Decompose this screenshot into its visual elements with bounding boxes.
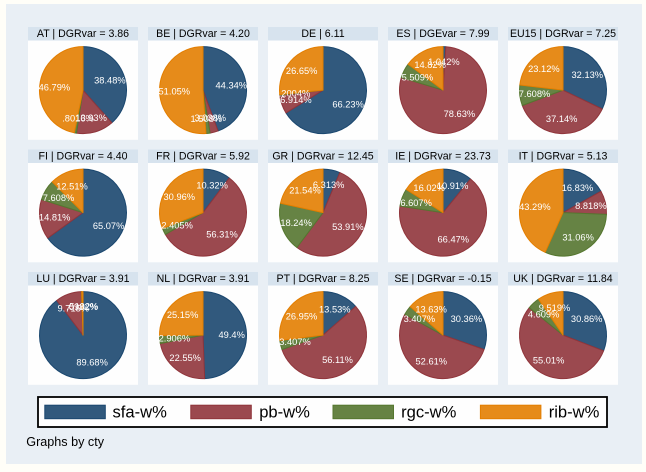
svg-text:30.96%: 30.96% <box>164 192 196 202</box>
svg-text:6.607%: 6.607% <box>400 198 432 208</box>
svg-text:IT | DGRvar = 5.13: IT | DGRvar = 5.13 <box>519 150 608 162</box>
svg-text:26.65%: 26.65% <box>286 66 318 76</box>
svg-text:13.63%: 13.63% <box>415 304 447 314</box>
svg-text:.2004%: .2004% <box>279 89 311 99</box>
svg-text:30.86%: 30.86% <box>571 314 603 324</box>
svg-text:IE | DGRvar = 23.73: IE | DGRvar = 23.73 <box>395 150 491 162</box>
svg-text:31.06%: 31.06% <box>562 232 594 242</box>
svg-text:37.14%: 37.14% <box>546 114 578 124</box>
svg-text:78.63%: 78.63% <box>444 109 476 119</box>
svg-text:8.818%: 8.818% <box>575 201 607 211</box>
svg-text:53.91%: 53.91% <box>332 222 364 232</box>
svg-text:56.31%: 56.31% <box>206 230 238 240</box>
svg-text:.5102%: .5102% <box>67 302 99 312</box>
svg-text:43.29%: 43.29% <box>519 202 551 212</box>
svg-text:3.038%: 3.038% <box>195 113 227 123</box>
svg-text:13.53%: 13.53% <box>319 304 351 314</box>
svg-text:16.02%: 16.02% <box>413 183 445 193</box>
svg-text:38.48%: 38.48% <box>94 75 126 85</box>
svg-text:56.11%: 56.11% <box>322 355 353 365</box>
svg-text:13.93%: 13.93% <box>75 113 107 123</box>
svg-text:FR | DGRvar = 5.92: FR | DGRvar = 5.92 <box>156 150 250 162</box>
svg-text:23.12%: 23.12% <box>528 64 560 74</box>
svg-text:6.914%: 6.914% <box>280 95 312 105</box>
svg-text:26.95%: 26.95% <box>286 311 318 321</box>
svg-text:sfa-w%: sfa-w% <box>113 403 168 422</box>
svg-text:AT | DGRvar = 3.86: AT | DGRvar = 3.86 <box>37 28 129 40</box>
svg-text:89.68%: 89.68% <box>76 358 108 368</box>
svg-text:rib-w%: rib-w% <box>549 403 600 422</box>
svg-text:PT | DGRvar = 8.25: PT | DGRvar = 8.25 <box>277 273 370 285</box>
svg-text:46.79%: 46.79% <box>39 83 71 93</box>
svg-text:7.608%: 7.608% <box>43 193 75 203</box>
svg-text:4.609%: 4.609% <box>528 309 560 319</box>
svg-text:LU | DGRvar = 3.91: LU | DGRvar = 3.91 <box>36 273 129 285</box>
svg-text:1.042%: 1.042% <box>428 57 460 67</box>
svg-text:ES | DGEvar = 7.99: ES | DGEvar = 7.99 <box>396 28 489 40</box>
svg-text:Graphs by cty: Graphs by cty <box>26 435 104 449</box>
svg-text:10.91%: 10.91% <box>437 181 469 191</box>
svg-text:25.15%: 25.15% <box>167 310 199 320</box>
svg-text:32.13%: 32.13% <box>572 70 604 80</box>
svg-text:NL | DGRvar = 3.91: NL | DGRvar = 3.91 <box>157 273 250 285</box>
svg-text:55.01%: 55.01% <box>533 355 565 365</box>
svg-text:66.23%: 66.23% <box>332 100 364 110</box>
svg-text:SE | DGRvar = -0.15: SE | DGRvar = -0.15 <box>394 273 491 285</box>
svg-text:1.508%: 1.508% <box>191 114 223 124</box>
svg-text:22.55%: 22.55% <box>169 353 201 363</box>
svg-text:51.05%: 51.05% <box>159 86 191 96</box>
svg-text:DE | 6.11: DE | 6.11 <box>301 28 344 40</box>
svg-text:3.407%: 3.407% <box>404 314 436 324</box>
svg-text:10.32%: 10.32% <box>196 181 228 191</box>
svg-text:66.47%: 66.47% <box>438 235 470 245</box>
svg-text:65.07%: 65.07% <box>93 221 125 231</box>
svg-text:14.82%: 14.82% <box>414 60 446 70</box>
svg-text:GR | DGRvar = 12.45: GR | DGRvar = 12.45 <box>272 150 373 162</box>
svg-text:9.519%: 9.519% <box>539 303 571 313</box>
svg-text:16.83%: 16.83% <box>562 183 594 193</box>
svg-text:.0932%: .0932% <box>66 302 98 312</box>
svg-text:49.4%: 49.4% <box>219 330 245 340</box>
svg-text:12.51%: 12.51% <box>56 181 88 191</box>
svg-text:30.36%: 30.36% <box>451 314 483 324</box>
svg-text:.8016%: .8016% <box>62 114 94 124</box>
svg-text:EU15 | DGRvar = 7.25: EU15 | DGRvar = 7.25 <box>510 28 616 40</box>
svg-text:3.407%: 3.407% <box>279 337 311 347</box>
svg-text:pb-w%: pb-w% <box>259 403 310 422</box>
svg-text:UK | DGRvar = 11.84: UK | DGRvar = 11.84 <box>513 273 613 285</box>
svg-text:5.509%: 5.509% <box>402 73 434 83</box>
svg-text:14.81%: 14.81% <box>39 213 71 223</box>
svg-text:52.61%: 52.61% <box>416 357 448 367</box>
svg-text:2.906%: 2.906% <box>159 333 191 343</box>
svg-text:6.313%: 6.313% <box>313 180 345 190</box>
svg-text:7.608%: 7.608% <box>519 89 551 99</box>
svg-text:21.54%: 21.54% <box>289 186 321 196</box>
svg-text:BE | DGRvar = 4.20: BE | DGRvar = 4.20 <box>156 28 250 40</box>
svg-text:2.405%: 2.405% <box>161 220 193 230</box>
svg-text:rgc-w%: rgc-w% <box>401 403 457 422</box>
svg-text:FI | DGRvar = 4.40: FI | DGRvar = 4.40 <box>38 150 127 162</box>
svg-text:44.34%: 44.34% <box>216 80 248 90</box>
svg-text:9.715%: 9.715% <box>58 303 90 313</box>
svg-text:18.24%: 18.24% <box>280 218 312 228</box>
